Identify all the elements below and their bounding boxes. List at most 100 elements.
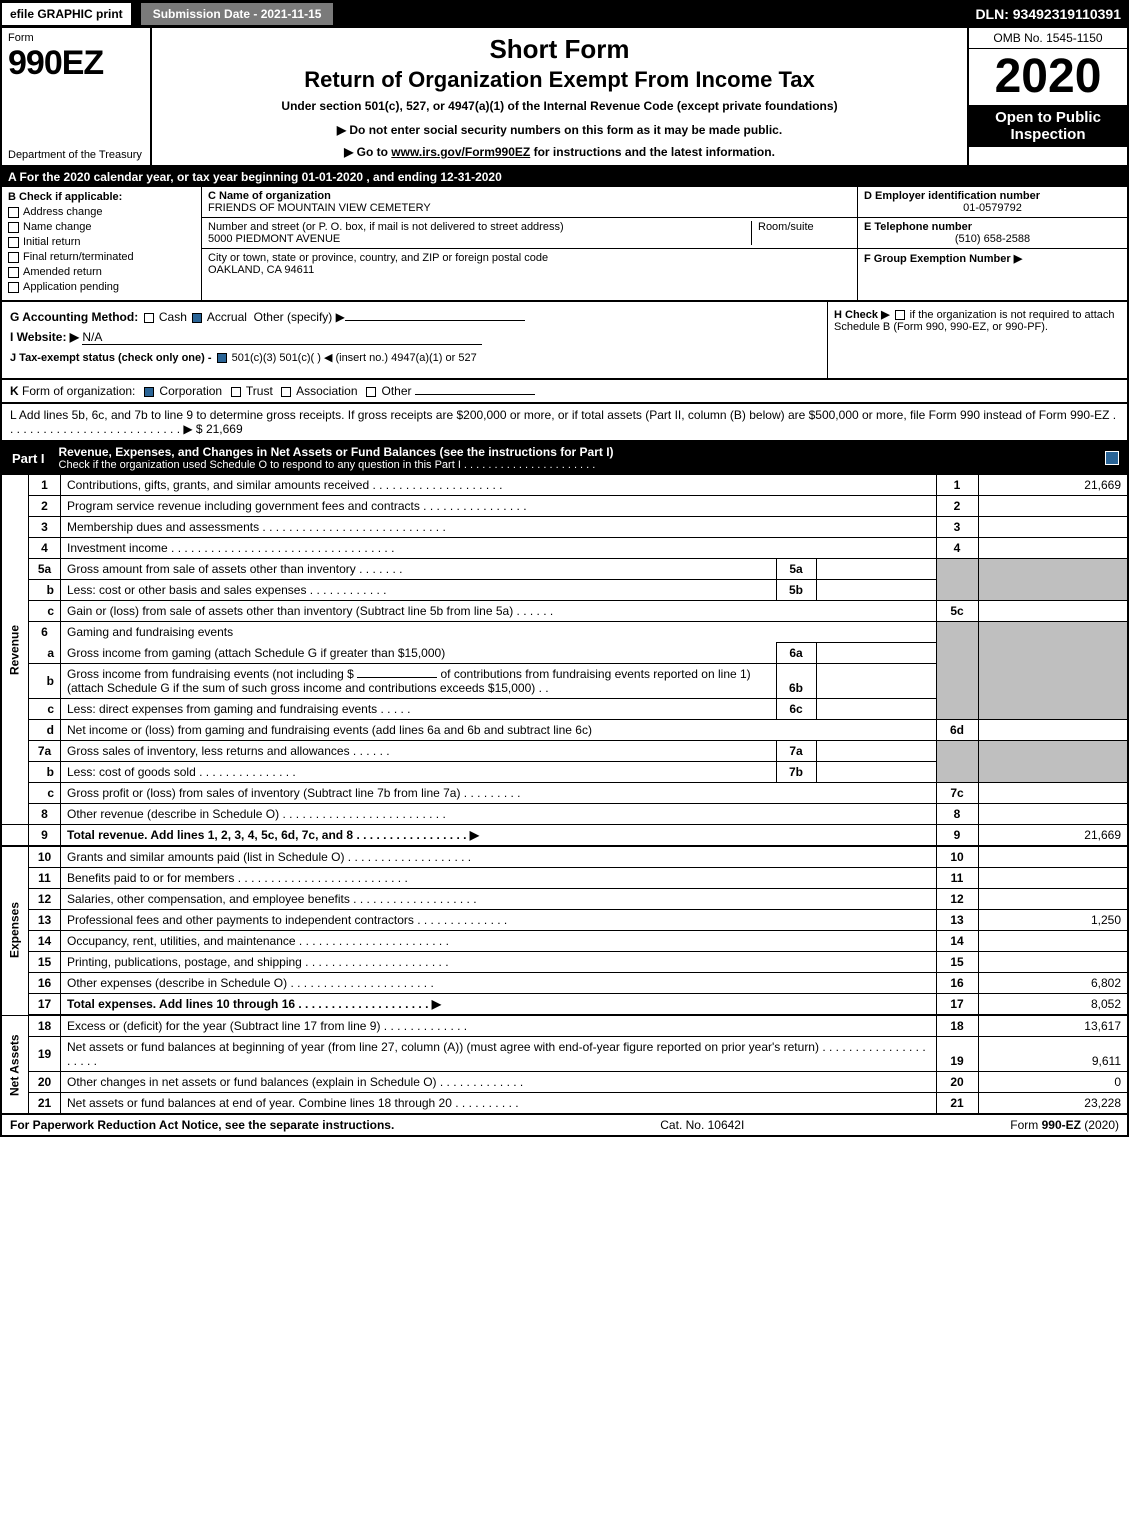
chk-application-pending[interactable] bbox=[8, 282, 19, 293]
chk-cash[interactable] bbox=[144, 313, 154, 323]
chk-name-change[interactable] bbox=[8, 222, 19, 233]
ln-12: 12 bbox=[29, 889, 61, 910]
lbl-accrual: Accrual bbox=[207, 310, 247, 324]
goto-prefix: ▶ Go to bbox=[344, 145, 391, 159]
desc-6a: Gross income from gaming (attach Schedul… bbox=[61, 643, 777, 664]
lbl-other: Other (specify) ▶ bbox=[254, 310, 345, 324]
chk-other-org[interactable] bbox=[366, 387, 376, 397]
c-name-label: C Name of organization bbox=[208, 190, 851, 202]
line-a-tax-year: A For the 2020 calendar year, or tax yea… bbox=[0, 167, 1129, 187]
col-10: 10 bbox=[936, 846, 978, 868]
ein-value: 01-0579792 bbox=[864, 202, 1121, 214]
ln-17: 17 bbox=[29, 994, 61, 1016]
contrib-amount-field[interactable] bbox=[357, 677, 437, 678]
val-6a bbox=[816, 643, 936, 664]
desc-21: Net assets or fund balances at end of ye… bbox=[61, 1093, 937, 1115]
lbl-amended-return: Amended return bbox=[23, 266, 102, 278]
org-city: OAKLAND, CA 94611 bbox=[208, 264, 548, 276]
form-ref: Form 990-EZ (2020) bbox=[1010, 1118, 1119, 1132]
chk-501c3[interactable] bbox=[217, 353, 227, 363]
part-1-schedule-o-check[interactable] bbox=[1105, 451, 1119, 465]
ln-16: 16 bbox=[29, 973, 61, 994]
ln-15: 15 bbox=[29, 952, 61, 973]
desc-13: Professional fees and other payments to … bbox=[61, 910, 937, 931]
desc-8: Other revenue (describe in Schedule O) .… bbox=[61, 804, 937, 825]
col-4: 4 bbox=[936, 538, 978, 559]
amt-18: 13,617 bbox=[978, 1015, 1128, 1037]
c-city-label: City or town, state or province, country… bbox=[208, 252, 548, 264]
col-21: 21 bbox=[936, 1093, 978, 1115]
shade-6-amt bbox=[978, 622, 1128, 720]
col-6d: 6d bbox=[936, 720, 978, 741]
amt-5c bbox=[978, 601, 1128, 622]
ln-10: 10 bbox=[29, 846, 61, 868]
col-2: 2 bbox=[936, 496, 978, 517]
chk-accrual[interactable] bbox=[192, 313, 202, 323]
chk-corporation[interactable] bbox=[144, 387, 154, 397]
desc-6b-1: Gross income from fundraising events (no… bbox=[67, 667, 354, 681]
desc-6d: Net income or (loss) from gaming and fun… bbox=[61, 720, 937, 741]
chk-address-change[interactable] bbox=[8, 207, 19, 218]
website-value: N/A bbox=[82, 330, 482, 345]
shade-7ab-amt bbox=[978, 741, 1128, 783]
chk-association[interactable] bbox=[281, 387, 291, 397]
other-specify-field[interactable] bbox=[345, 320, 525, 321]
room-suite-label: Room/suite bbox=[751, 221, 851, 245]
col-20: 20 bbox=[936, 1072, 978, 1093]
i-label: I Website: ▶ bbox=[10, 330, 79, 344]
j-text: 501(c)(3) 501(c)( ) ◀ (insert no.) 4947(… bbox=[229, 352, 477, 364]
sub-6a: 6a bbox=[776, 643, 816, 664]
chk-final-return[interactable] bbox=[8, 252, 19, 263]
ln-14: 14 bbox=[29, 931, 61, 952]
column-b-checkboxes: B Check if applicable: Address change Na… bbox=[2, 187, 202, 300]
desc-11: Benefits paid to or for members . . . . … bbox=[61, 868, 937, 889]
amt-16: 6,802 bbox=[978, 973, 1128, 994]
dln-label: DLN: 93492319110391 bbox=[975, 6, 1129, 22]
ln-5b: b bbox=[29, 580, 61, 601]
amt-11 bbox=[978, 868, 1128, 889]
chk-amended-return[interactable] bbox=[8, 267, 19, 278]
efile-print-label[interactable]: efile GRAPHIC print bbox=[0, 1, 133, 27]
amt-15 bbox=[978, 952, 1128, 973]
col-9: 9 bbox=[936, 825, 978, 847]
val-5b bbox=[816, 580, 936, 601]
goto-link[interactable]: www.irs.gov/Form990EZ bbox=[391, 145, 530, 159]
ln-7a: 7a bbox=[29, 741, 61, 762]
org-street: 5000 PIEDMONT AVENUE bbox=[208, 233, 751, 245]
c-street-label: Number and street (or P. O. box, if mail… bbox=[208, 221, 751, 233]
chk-initial-return[interactable] bbox=[8, 237, 19, 248]
line-i: I Website: ▶ N/A bbox=[10, 330, 819, 345]
val-6b bbox=[816, 664, 936, 699]
paperwork-notice: For Paperwork Reduction Act Notice, see … bbox=[10, 1118, 394, 1132]
amt-8 bbox=[978, 804, 1128, 825]
sub-5a: 5a bbox=[776, 559, 816, 580]
b-heading: B Check if applicable: bbox=[8, 191, 195, 203]
chk-h[interactable] bbox=[895, 310, 905, 320]
gh-left: G Accounting Method: Cash Accrual Other … bbox=[2, 302, 827, 378]
desc-5c: Gain or (loss) from sale of assets other… bbox=[61, 601, 937, 622]
line-l-amount: 21,669 bbox=[206, 422, 243, 436]
under-section-text: Under section 501(c), 527, or 4947(a)(1)… bbox=[162, 99, 957, 113]
do-not-enter-text: ▶ Do not enter social security numbers o… bbox=[162, 123, 957, 137]
desc-6: Gaming and fundraising events bbox=[61, 622, 937, 643]
desc-2: Program service revenue including govern… bbox=[61, 496, 937, 517]
line-l-text: L Add lines 5b, 6c, and 7b to line 9 to … bbox=[10, 408, 1116, 436]
lbl-application-pending: Application pending bbox=[23, 281, 119, 293]
amt-20: 0 bbox=[978, 1072, 1128, 1093]
omb-number: OMB No. 1545-1150 bbox=[969, 28, 1127, 49]
desc-1: Contributions, gifts, grants, and simila… bbox=[61, 475, 937, 496]
chk-trust[interactable] bbox=[231, 387, 241, 397]
desc-17: Total expenses. Add lines 10 through 16 … bbox=[67, 997, 441, 1011]
val-5a bbox=[816, 559, 936, 580]
sub-7b: 7b bbox=[776, 762, 816, 783]
ln-1: 1 bbox=[29, 475, 61, 496]
desc-14: Occupancy, rent, utilities, and maintena… bbox=[61, 931, 937, 952]
other-org-field[interactable] bbox=[415, 394, 535, 395]
desc-12: Salaries, other compensation, and employ… bbox=[61, 889, 937, 910]
amt-21: 23,228 bbox=[978, 1093, 1128, 1115]
col-16: 16 bbox=[936, 973, 978, 994]
desc-15: Printing, publications, postage, and shi… bbox=[61, 952, 937, 973]
col-18: 18 bbox=[936, 1015, 978, 1037]
ln-19: 19 bbox=[29, 1037, 61, 1072]
d-ein-label: D Employer identification number bbox=[864, 190, 1121, 202]
